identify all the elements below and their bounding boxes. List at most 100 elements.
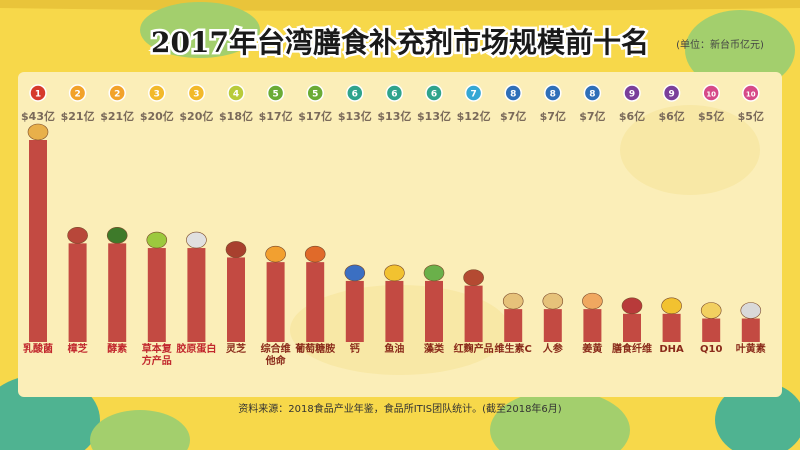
bar	[702, 318, 721, 342]
value-label: $43亿	[21, 109, 55, 123]
bar	[623, 313, 641, 342]
rank-badge	[346, 84, 364, 102]
category-label: Q10	[700, 344, 722, 355]
category-label: 酵素	[107, 342, 127, 355]
fish-oil-capsule-icon	[384, 264, 405, 282]
rank-number: 6	[352, 90, 358, 100]
category-label: 维生素C	[495, 342, 532, 355]
rank-number: 6	[431, 90, 437, 100]
value-label: $13亿	[338, 109, 372, 123]
category-label: 鱼油	[384, 342, 404, 355]
q10-capsule-icon	[700, 302, 722, 319]
category-label: 藻类	[424, 342, 444, 355]
rank-number: 6	[391, 90, 397, 100]
value-label: $13亿	[417, 109, 451, 123]
calcium-icon	[344, 264, 366, 282]
rank-number: 8	[589, 90, 595, 100]
rank-badge	[29, 84, 47, 102]
bar	[147, 248, 166, 342]
seaweed-icon	[423, 264, 445, 282]
rank-number: 7	[470, 90, 476, 100]
bar	[464, 285, 483, 342]
rank-number: 10	[746, 91, 756, 99]
bar	[583, 309, 602, 342]
lutein-bottle-icon	[740, 302, 762, 319]
rank-badge	[702, 84, 720, 102]
rank-number: 5	[312, 90, 318, 100]
value-label: $17亿	[259, 109, 293, 123]
value-label: $13亿	[377, 109, 411, 123]
bar	[425, 280, 443, 342]
rank-badge	[187, 84, 206, 102]
category-label: 红麴产品	[454, 342, 494, 355]
rank-number: 9	[668, 90, 674, 100]
value-label: $20亿	[179, 109, 213, 123]
value-label: $7亿	[579, 109, 605, 123]
value-label: $5亿	[698, 109, 724, 123]
category-label: 樟芝	[68, 342, 88, 355]
value-label: $18亿	[219, 109, 253, 123]
value-label: $12亿	[457, 109, 491, 123]
value-label: $7亿	[500, 109, 526, 123]
rank-number: 2	[74, 90, 80, 100]
source-note: 资料来源：2018食品产业年鉴，食品所ITIS团队统计。(截至2018年6月)	[238, 402, 562, 415]
rank-number: 5	[272, 90, 278, 100]
bar	[543, 309, 562, 342]
herbal-leaf-icon	[146, 231, 168, 249]
category-label: 膳食纤维	[612, 342, 652, 355]
value-label: $20亿	[140, 109, 174, 123]
rank-badge	[227, 84, 245, 102]
collagen-ball-icon	[186, 231, 207, 249]
rank-badge	[266, 84, 285, 102]
rank-badge	[544, 84, 562, 102]
rank-badge	[742, 84, 760, 102]
value-label: $21亿	[61, 109, 95, 123]
rank-badge	[148, 84, 166, 102]
bar	[741, 318, 760, 342]
ginseng-root-icon	[542, 292, 564, 310]
category-label: 草本复方产品	[142, 342, 173, 367]
value-label: $6亿	[658, 109, 684, 123]
bar	[227, 257, 245, 342]
rank-badge	[464, 84, 483, 102]
chart-title: 2017年台湾膳食补充剂市场规模前十名	[151, 26, 649, 59]
category-label: 姜黄	[582, 342, 602, 355]
category-label: 钙	[350, 342, 360, 355]
rank-number: 8	[510, 90, 516, 100]
vitamin-capsules-icon	[265, 245, 286, 263]
enzyme-bottle-icon	[106, 227, 128, 244]
rank-number: 1	[35, 90, 41, 100]
rank-badge	[68, 84, 87, 102]
rank-badge	[385, 84, 404, 102]
vitamin-c-bottle-icon	[502, 292, 524, 310]
category-label: 叶黄素	[736, 342, 766, 355]
bar	[187, 248, 206, 342]
bar	[266, 262, 285, 342]
bar	[504, 309, 523, 342]
mushroom-icon	[67, 227, 88, 244]
category-label: 综合维他命	[261, 342, 291, 367]
category-label: 人参	[543, 342, 563, 355]
rank-number: 2	[114, 90, 120, 100]
category-label: 胶原蛋白	[176, 342, 216, 355]
category-label: 灵芝	[226, 342, 246, 355]
bar	[662, 313, 681, 342]
red-yeast-scoop-icon	[463, 269, 484, 286]
rank-number: 8	[550, 90, 556, 100]
supplement-bottle-icon	[304, 245, 326, 263]
value-label: $17亿	[298, 109, 332, 123]
bar	[345, 280, 364, 342]
value-label: $21亿	[100, 109, 134, 123]
dha-drop-icon	[661, 297, 682, 315]
rank-badge	[583, 84, 602, 102]
category-label: 葡萄糖胺	[294, 342, 335, 355]
rank-number: 9	[629, 90, 635, 100]
unit-note: (单位：新台币亿元)	[676, 38, 764, 51]
rank-number: 3	[154, 90, 160, 100]
rank-number: 3	[193, 90, 199, 100]
bar	[385, 280, 404, 342]
